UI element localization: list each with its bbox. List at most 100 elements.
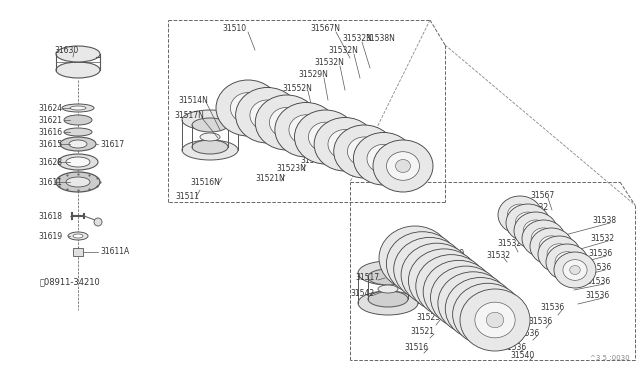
Text: 31611A: 31611A bbox=[100, 247, 129, 257]
Ellipse shape bbox=[460, 291, 500, 327]
Ellipse shape bbox=[445, 278, 516, 340]
Text: 31516N: 31516N bbox=[190, 177, 220, 186]
Ellipse shape bbox=[368, 291, 408, 307]
Ellipse shape bbox=[337, 138, 353, 151]
Ellipse shape bbox=[255, 95, 318, 150]
Ellipse shape bbox=[472, 301, 489, 317]
Text: 31532: 31532 bbox=[486, 250, 510, 260]
Ellipse shape bbox=[250, 100, 285, 131]
Ellipse shape bbox=[431, 266, 501, 329]
Ellipse shape bbox=[70, 106, 86, 110]
Ellipse shape bbox=[294, 110, 356, 164]
Ellipse shape bbox=[420, 261, 438, 277]
Ellipse shape bbox=[64, 128, 92, 136]
Text: 31516: 31516 bbox=[404, 343, 428, 352]
Ellipse shape bbox=[530, 228, 573, 265]
Text: 31510: 31510 bbox=[222, 23, 246, 32]
Text: 31567: 31567 bbox=[530, 190, 554, 199]
Ellipse shape bbox=[416, 255, 487, 318]
Ellipse shape bbox=[486, 312, 504, 328]
Ellipse shape bbox=[408, 249, 480, 312]
Text: 31532N: 31532N bbox=[342, 33, 372, 42]
Ellipse shape bbox=[182, 110, 238, 130]
Ellipse shape bbox=[457, 290, 475, 305]
Ellipse shape bbox=[298, 123, 314, 137]
Ellipse shape bbox=[333, 125, 395, 178]
Text: 31611: 31611 bbox=[38, 177, 62, 186]
Text: 31617: 31617 bbox=[100, 140, 124, 148]
Ellipse shape bbox=[538, 234, 549, 243]
Ellipse shape bbox=[200, 133, 220, 141]
Ellipse shape bbox=[452, 283, 523, 346]
Ellipse shape bbox=[373, 140, 433, 192]
Ellipse shape bbox=[479, 307, 497, 322]
Text: 31542: 31542 bbox=[350, 289, 374, 298]
Ellipse shape bbox=[394, 237, 465, 301]
Ellipse shape bbox=[515, 210, 525, 220]
Ellipse shape bbox=[62, 104, 94, 112]
Ellipse shape bbox=[453, 285, 493, 321]
Ellipse shape bbox=[531, 228, 556, 249]
Ellipse shape bbox=[428, 267, 445, 283]
Ellipse shape bbox=[66, 157, 90, 167]
Ellipse shape bbox=[240, 101, 256, 115]
Text: 31511: 31511 bbox=[175, 192, 199, 201]
Text: 31538N: 31538N bbox=[365, 33, 395, 42]
Ellipse shape bbox=[409, 251, 450, 288]
Text: 31536: 31536 bbox=[528, 317, 552, 326]
Text: 31532: 31532 bbox=[516, 214, 540, 222]
Ellipse shape bbox=[60, 137, 96, 151]
Ellipse shape bbox=[531, 226, 541, 235]
Ellipse shape bbox=[423, 260, 494, 323]
Text: 31521: 31521 bbox=[410, 327, 434, 337]
Ellipse shape bbox=[182, 140, 238, 160]
Ellipse shape bbox=[230, 93, 266, 124]
Text: 31628: 31628 bbox=[38, 157, 62, 167]
Ellipse shape bbox=[66, 177, 90, 187]
Text: 31517N: 31517N bbox=[174, 110, 204, 119]
Ellipse shape bbox=[56, 62, 100, 78]
Ellipse shape bbox=[554, 250, 564, 259]
Bar bbox=[73, 248, 83, 256]
Text: 31552: 31552 bbox=[438, 260, 462, 269]
Ellipse shape bbox=[508, 204, 532, 226]
Ellipse shape bbox=[328, 129, 362, 159]
Ellipse shape bbox=[522, 218, 533, 228]
Ellipse shape bbox=[401, 243, 472, 307]
Text: Ⓝ08911-34210: Ⓝ08911-34210 bbox=[40, 278, 100, 286]
Ellipse shape bbox=[394, 240, 436, 276]
Text: 31536N: 31536N bbox=[330, 125, 360, 135]
Text: 31514N: 31514N bbox=[178, 96, 208, 105]
Ellipse shape bbox=[348, 137, 381, 166]
Ellipse shape bbox=[368, 269, 408, 285]
Ellipse shape bbox=[279, 116, 294, 129]
Text: 31538: 31538 bbox=[592, 215, 616, 224]
Ellipse shape bbox=[438, 274, 479, 310]
Text: 31536: 31536 bbox=[587, 263, 611, 272]
Ellipse shape bbox=[314, 118, 376, 171]
Ellipse shape bbox=[356, 145, 372, 158]
Ellipse shape bbox=[546, 244, 588, 280]
Ellipse shape bbox=[413, 256, 431, 272]
Ellipse shape bbox=[94, 218, 102, 226]
Text: 31616: 31616 bbox=[38, 128, 62, 137]
Text: 31529N: 31529N bbox=[298, 70, 328, 78]
Text: 31540: 31540 bbox=[510, 350, 534, 359]
Ellipse shape bbox=[64, 115, 92, 125]
Text: 31532N: 31532N bbox=[314, 58, 344, 67]
Ellipse shape bbox=[308, 122, 342, 152]
Ellipse shape bbox=[555, 252, 579, 273]
Ellipse shape bbox=[546, 242, 557, 251]
Ellipse shape bbox=[379, 226, 451, 290]
Ellipse shape bbox=[506, 204, 550, 242]
Text: 31514: 31514 bbox=[436, 273, 460, 282]
Text: 31536: 31536 bbox=[540, 304, 564, 312]
Ellipse shape bbox=[498, 196, 542, 234]
Ellipse shape bbox=[396, 160, 410, 173]
Ellipse shape bbox=[431, 268, 472, 304]
Text: 31532N: 31532N bbox=[328, 45, 358, 55]
Ellipse shape bbox=[376, 152, 391, 165]
Text: 31523: 31523 bbox=[416, 314, 440, 323]
Ellipse shape bbox=[445, 279, 486, 315]
Ellipse shape bbox=[68, 232, 88, 240]
